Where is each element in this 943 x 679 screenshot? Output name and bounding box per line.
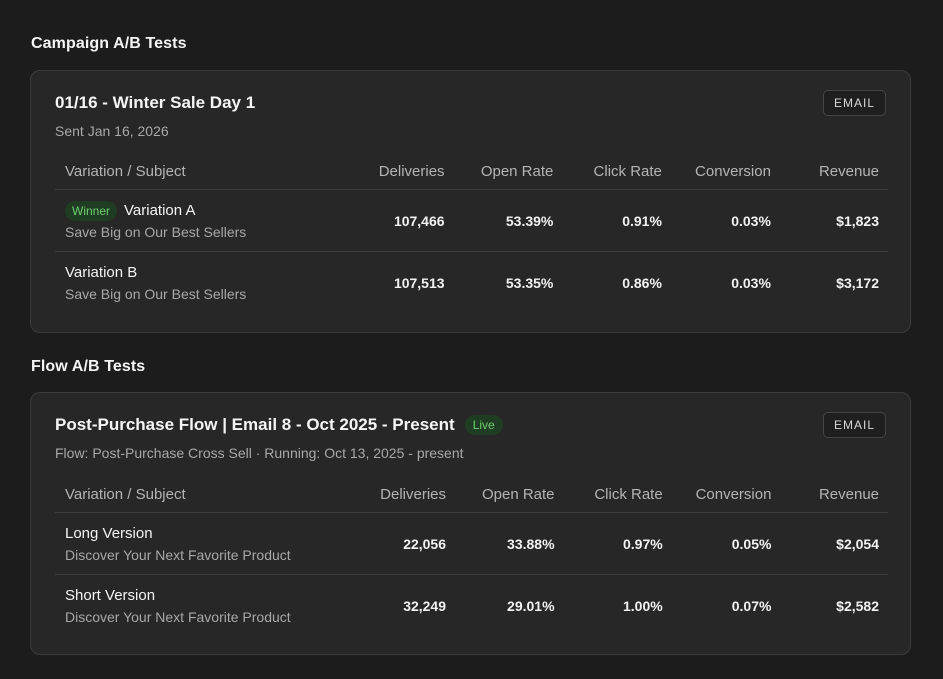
click-rate-cell: 1.00%: [622, 597, 663, 614]
table-row: Long Version Discover Your Next Favorite…: [55, 512, 888, 575]
variation-subject: Discover Your Next Favorite Product: [65, 609, 291, 625]
table-header-row: Variation / Subject Deliveries Open Rate…: [55, 153, 888, 190]
campaign-title-text: 01/16 - Winter Sale Day 1: [55, 93, 256, 112]
deliveries-cell: 107,466: [345, 189, 454, 252]
col-header-deliveries: Deliveries: [347, 476, 456, 513]
col-header-revenue: Revenue: [780, 476, 888, 513]
conversion-cell: 0.03%: [670, 189, 780, 252]
variation-name: Short Version: [65, 587, 156, 604]
col-header-conversion: Conversion: [670, 153, 780, 190]
variation-name: Variation A: [124, 202, 196, 219]
conversion-cell: 0.03%: [731, 274, 771, 291]
deliveries-cell: 107,513: [393, 274, 445, 291]
flow-test-card: Post-Purchase Flow | Email 8 - Oct 2025 …: [30, 392, 911, 655]
variation-cell: Variation B Save Big on Our Best Sellers: [55, 252, 345, 314]
campaign-section-title: Campaign A/B Tests: [31, 35, 187, 52]
open-rate-cell: 29.01%: [507, 597, 555, 614]
table-row: Short Version Discover Your Next Favorit…: [55, 575, 888, 637]
col-header-click-rate: Click Rate: [563, 476, 672, 513]
deliveries-cell: 32,249: [403, 597, 447, 614]
email-type-badge: EMAIL: [822, 412, 886, 438]
conversion-cell: 0.05%: [671, 512, 781, 575]
click-rate-cell: 0.97%: [563, 512, 672, 575]
variation-name: Variation B: [65, 264, 138, 281]
col-header-open-rate: Open Rate: [455, 476, 564, 513]
open-rate-cell: 53.39%: [453, 189, 563, 252]
click-rate-cell: 0.86%: [622, 274, 662, 291]
open-rate-cell: 53.35%: [505, 274, 554, 291]
col-header-variation: Variation / Subject: [55, 476, 348, 513]
variation-cell: Long Version Discover Your Next Favorite…: [55, 512, 348, 575]
deliveries-cell: 22,056: [347, 512, 456, 575]
col-header-open-rate: Open Rate: [453, 153, 563, 190]
revenue-cell: $2,054: [780, 512, 888, 575]
click-rate-cell: 0.91%: [562, 189, 671, 252]
variation-cell: Winner Variation A Save Big on Our Best …: [55, 189, 346, 252]
flow-card-subtitle: Flow: Post-Purchase Cross Sell · Running…: [55, 445, 464, 461]
campaign-card-title: 01/16 - Winter Sale Day 1: [55, 93, 255, 113]
col-header-conversion: Conversion: [671, 476, 781, 513]
table-header-row: Variation / Subject Deliveries Open Rate…: [55, 476, 888, 513]
variation-subject: Save Big on Our Best Sellers: [65, 286, 247, 302]
col-header-click-rate: Click Rate: [562, 153, 671, 190]
variation-name: Long Version: [65, 525, 153, 542]
col-header-deliveries: Deliveries: [345, 153, 454, 190]
open-rate-cell: 33.88%: [455, 512, 564, 575]
revenue-cell: $2,582: [836, 597, 879, 614]
flow-title-text: Post-Purchase Flow | Email 8 - Oct 2025 …: [55, 415, 455, 434]
winner-badge: Winner: [65, 201, 118, 221]
table-row: Winner Variation A Save Big on Our Best …: [55, 189, 888, 252]
flow-section-title: Flow A/B Tests: [31, 358, 146, 375]
live-status-badge: Live: [464, 415, 503, 435]
table-row: Variation B Save Big on Our Best Sellers…: [55, 252, 888, 314]
variation-subject: Save Big on Our Best Sellers: [65, 224, 247, 240]
campaign-variations-table: Variation / Subject Deliveries Open Rate…: [55, 153, 888, 313]
variation-cell: Short Version Discover Your Next Favorit…: [55, 575, 347, 637]
campaign-card-subtitle: Sent Jan 16, 2026: [55, 123, 169, 139]
conversion-cell: 0.07%: [731, 597, 772, 614]
revenue-cell: $3,172: [836, 274, 879, 291]
flow-card-title: Post-Purchase Flow | Email 8 - Oct 2025 …: [55, 415, 503, 435]
col-header-variation: Variation / Subject: [55, 153, 346, 190]
col-header-revenue: Revenue: [779, 153, 888, 190]
revenue-cell: $1,823: [779, 189, 888, 252]
campaign-test-card: 01/16 - Winter Sale Day 1 Sent Jan 16, 2…: [30, 70, 911, 333]
email-type-badge: EMAIL: [822, 90, 886, 116]
variation-subject: Discover Your Next Favorite Product: [65, 547, 291, 563]
flow-variations-table: Variation / Subject Deliveries Open Rate…: [55, 476, 888, 636]
